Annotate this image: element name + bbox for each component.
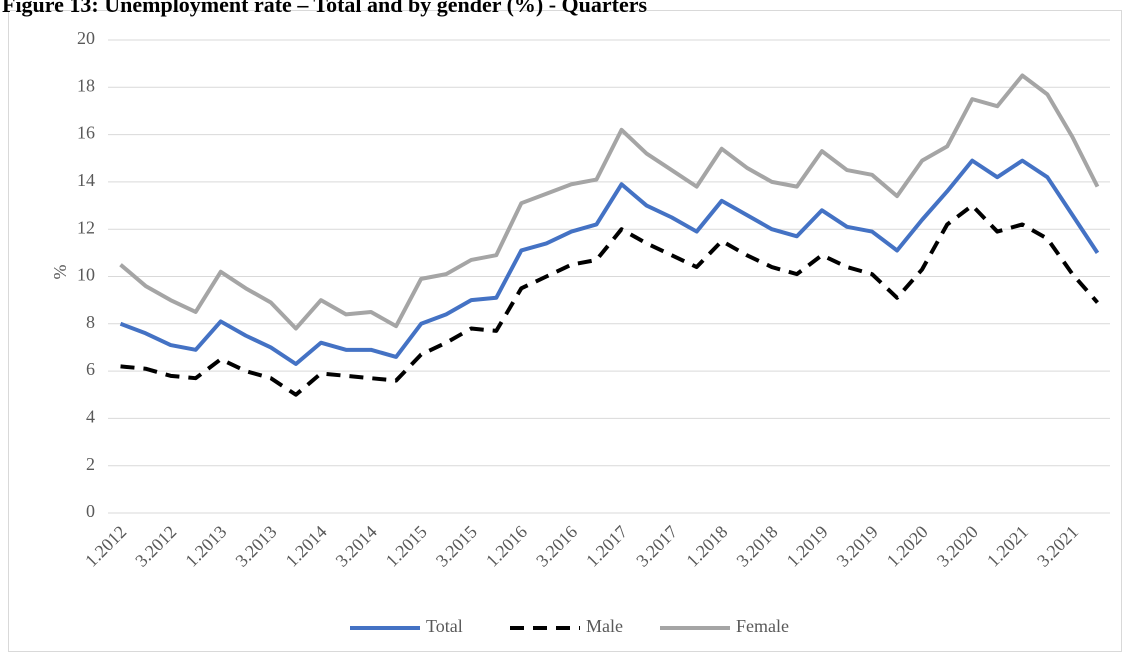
y-tick-label: 20 bbox=[77, 28, 95, 48]
y-tick-label: 6 bbox=[86, 359, 95, 379]
y-tick-label: 4 bbox=[86, 407, 95, 427]
chart-title: Figure 13: Unemployment rate – Total and… bbox=[2, 0, 648, 17]
x-tick-label: 3.2014 bbox=[332, 522, 381, 571]
x-tick-label: 1.2014 bbox=[282, 522, 331, 571]
title-backdrop bbox=[0, 0, 1130, 10]
series-line bbox=[119, 73, 1100, 331]
x-tick-label: 1.2016 bbox=[482, 522, 531, 571]
y-tick-label: 16 bbox=[77, 123, 95, 143]
x-tick-label: 1.2018 bbox=[682, 522, 731, 571]
x-tick-label: 1.2019 bbox=[783, 522, 832, 571]
series-line bbox=[119, 158, 1100, 367]
legend-label: Female bbox=[736, 616, 789, 636]
x-tick-label: 3.2019 bbox=[833, 522, 882, 571]
x-tick-label: 1.2021 bbox=[983, 522, 1032, 571]
x-tick-label: 1.2013 bbox=[181, 522, 230, 571]
legend-label: Male bbox=[586, 616, 623, 636]
x-tick-label: 3.2020 bbox=[933, 522, 982, 571]
y-tick-label: 0 bbox=[86, 501, 95, 521]
x-tick-label: 1.2012 bbox=[81, 522, 130, 571]
y-tick-label: 8 bbox=[86, 312, 95, 332]
x-tick-label: 3.2016 bbox=[532, 522, 581, 571]
x-tick-label: 3.2012 bbox=[131, 522, 180, 571]
x-tick-label: 3.2018 bbox=[732, 522, 781, 571]
series-line bbox=[120, 203, 1099, 397]
y-tick-label: 12 bbox=[77, 217, 95, 237]
x-tick-label: 3.2021 bbox=[1033, 522, 1082, 571]
y-tick-label: 14 bbox=[77, 170, 95, 190]
legend-label: Total bbox=[426, 616, 463, 636]
x-tick-label: 3.2017 bbox=[632, 522, 681, 571]
y-tick-label: 18 bbox=[77, 75, 95, 95]
x-tick-label: 3.2013 bbox=[231, 522, 280, 571]
x-tick-label: 1.2015 bbox=[382, 522, 431, 571]
chart-border bbox=[8, 10, 1122, 652]
x-tick-label: 3.2015 bbox=[432, 522, 481, 571]
y-tick-label: 10 bbox=[77, 265, 95, 285]
y-tick-label: 2 bbox=[86, 454, 95, 474]
x-tick-label: 1.2020 bbox=[883, 522, 932, 571]
y-axis-label: % bbox=[50, 265, 70, 280]
x-tick-label: 1.2017 bbox=[582, 522, 631, 571]
